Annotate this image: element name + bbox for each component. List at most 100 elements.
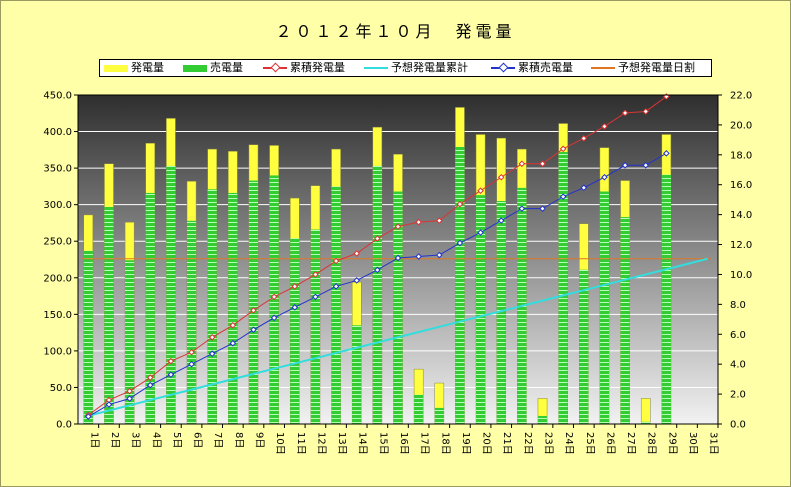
y-tick-label: 50.0	[50, 383, 72, 394]
cumulative-sell-point	[229, 339, 237, 347]
cumulative-sell-point	[394, 254, 402, 262]
cumulative-generation-point	[374, 235, 381, 242]
sell-bar	[187, 220, 197, 424]
sell-bar	[496, 201, 506, 424]
y-tick-label: 0.0	[56, 420, 72, 431]
y2-tick-label: 16.0	[730, 180, 752, 191]
y2-tick-label: 22.0	[730, 91, 752, 102]
sell-bar	[352, 325, 362, 424]
sell-bar	[372, 165, 382, 424]
cumulative-generation-point	[332, 257, 340, 265]
cumulative-sell-point	[85, 413, 92, 420]
x-tick-label: 25日	[584, 432, 595, 455]
x-tick-label: 6日	[192, 432, 203, 448]
x-tick-label: 16日	[398, 432, 409, 455]
sell-bar	[455, 146, 465, 425]
sell-bar	[661, 174, 671, 424]
sell-bar	[476, 195, 486, 424]
sell-bar	[83, 250, 93, 424]
cumulative-sell-point	[291, 304, 299, 311]
cumulative-generation-point	[167, 357, 175, 365]
x-tick-label: 28日	[646, 432, 657, 455]
cumulative-sell-point	[374, 266, 381, 274]
cumulative-generation-point	[497, 173, 505, 181]
cumulative-sell-point	[146, 381, 154, 389]
y-tick-label: 200.0	[43, 273, 72, 284]
generation-bar	[640, 398, 651, 425]
y-tick-label: 250.0	[43, 237, 72, 248]
cumulative-sell-point	[559, 193, 567, 200]
cumulative-generation-point	[642, 108, 650, 115]
y-tick-label: 150.0	[43, 310, 72, 321]
x-tick-label: 23日	[543, 432, 554, 455]
x-tick-label: 20日	[481, 432, 492, 455]
y-tick-label: 450.0	[43, 91, 72, 102]
cumulative-sell-point	[580, 184, 588, 192]
sell-bar	[145, 192, 155, 424]
x-tick-label: 3日	[130, 432, 141, 448]
cumulative-generation-point	[559, 145, 567, 153]
sell-bar	[248, 180, 259, 424]
x-tick-label: 1日	[88, 432, 99, 448]
legend-swatch	[263, 62, 287, 73]
cumulative-sell-point	[353, 277, 361, 284]
y2-tick-label: 12.0	[730, 240, 752, 251]
y2-tick-label: 6.0	[730, 330, 746, 341]
sell-bar	[228, 192, 238, 424]
cumulative-generation-point	[621, 109, 629, 117]
x-tick-label: 9日	[253, 432, 264, 448]
x-tick-label: 31日	[708, 432, 719, 455]
legend-item: 予想発電量日割	[591, 60, 695, 76]
sell-bar	[125, 260, 135, 424]
y-tick-label: 350.0	[43, 164, 72, 175]
x-tick-label: 22日	[522, 432, 533, 455]
legend-item: 累積売電量	[491, 60, 573, 76]
sell-bar	[207, 189, 217, 424]
x-tick-label: 27日	[625, 432, 636, 455]
cumulative-sell-point	[456, 239, 464, 247]
legend-swatch	[491, 62, 515, 73]
y2-tick-label: 8.0	[730, 300, 746, 311]
x-tick-label: 10日	[274, 432, 285, 455]
legend-swatch	[591, 67, 615, 69]
cumulative-sell-point	[642, 161, 650, 169]
cumulative-generation-point	[270, 293, 278, 301]
legend-item: 発電量	[104, 60, 164, 76]
x-tick-label: 12日	[315, 432, 326, 455]
cumulative-generation-point	[353, 250, 361, 257]
x-tick-label: 30日	[687, 432, 698, 455]
cumulative-sell-point	[312, 293, 319, 301]
x-tick-label: 7日	[212, 432, 223, 448]
cumulative-sell-point	[663, 150, 670, 157]
cumulative-sell-point	[270, 314, 278, 322]
x-tick-label: 13日	[336, 432, 347, 455]
cumulative-generation-point	[394, 223, 402, 230]
legend: 発電量 売電量 累積発電量 予想発電量累計 累積売電量 予想発電量日割	[99, 59, 712, 77]
x-tick-label: 15日	[377, 432, 388, 455]
legend-label: 予想発電量日割	[618, 61, 695, 74]
x-tick-label: 19日	[460, 432, 471, 455]
legend-swatch	[183, 64, 207, 72]
y-tick-label: 300.0	[43, 200, 72, 211]
cumulative-generation-point	[435, 217, 443, 224]
cumulative-generation-point	[518, 160, 526, 168]
x-tick-label: 4日	[150, 432, 161, 448]
cumulative-sell-point	[601, 173, 608, 181]
sell-bar	[310, 229, 320, 424]
cumulative-generation-point	[229, 321, 237, 329]
legend-label: 売電量	[210, 61, 243, 74]
y2-tick-label: 0.0	[730, 420, 746, 431]
x-tick-label: 29日	[666, 432, 677, 455]
y2-tick-label: 18.0	[730, 150, 752, 161]
cumulative-sell-point	[435, 251, 443, 259]
plot-border	[77, 94, 719, 425]
x-tick-label: 2日	[109, 432, 120, 448]
y2-tick-label: 4.0	[730, 360, 746, 371]
legend-item: 予想発電量累計	[364, 60, 468, 76]
legend-swatch	[104, 64, 128, 72]
cumulative-sell-point	[105, 401, 113, 408]
cumulative-sell-point	[126, 395, 133, 402]
legend-label: 累積売電量	[518, 61, 573, 74]
sell-bar	[620, 217, 630, 424]
sell-bar	[537, 415, 548, 424]
